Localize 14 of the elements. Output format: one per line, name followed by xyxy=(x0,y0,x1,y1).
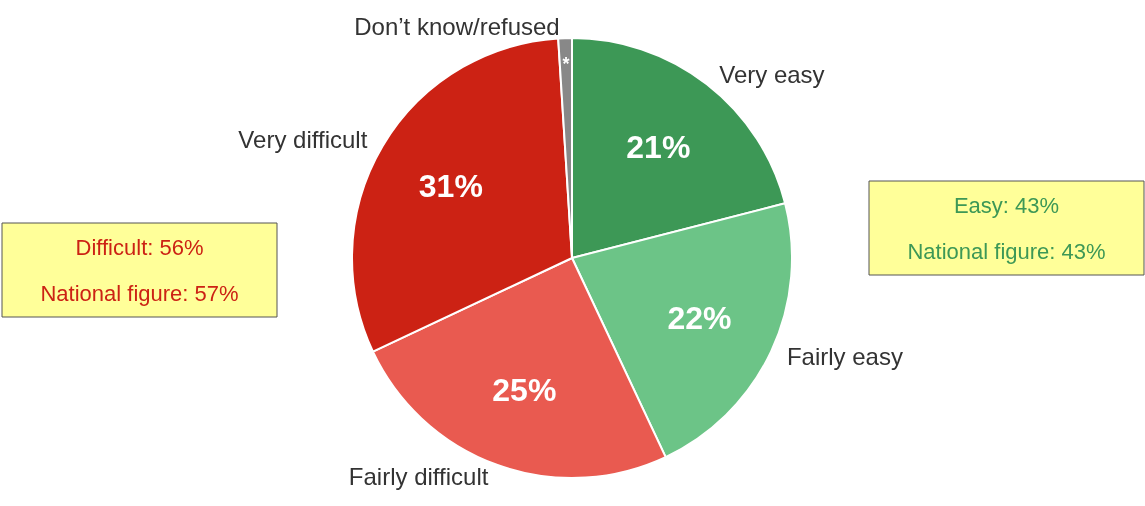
text: National figure: 57% xyxy=(40,280,239,306)
slice-label: Don’t know/refused xyxy=(354,12,560,40)
data-label: 22% xyxy=(667,299,732,336)
text: Difficult: 56% xyxy=(75,234,204,260)
slice-label: Fairly difficult xyxy=(348,462,489,490)
data-label: * xyxy=(562,54,570,75)
slice-label: Fairly easy xyxy=(786,343,903,371)
data-label: 31% xyxy=(418,168,483,205)
data-label: 21% xyxy=(626,128,691,165)
slice-label: Very easy xyxy=(719,61,825,89)
text: National figure: 43% xyxy=(907,238,1106,264)
slice-label: Very difficult xyxy=(238,126,368,154)
text: Easy: 43% xyxy=(953,192,1060,218)
data-label: 25% xyxy=(492,372,557,409)
